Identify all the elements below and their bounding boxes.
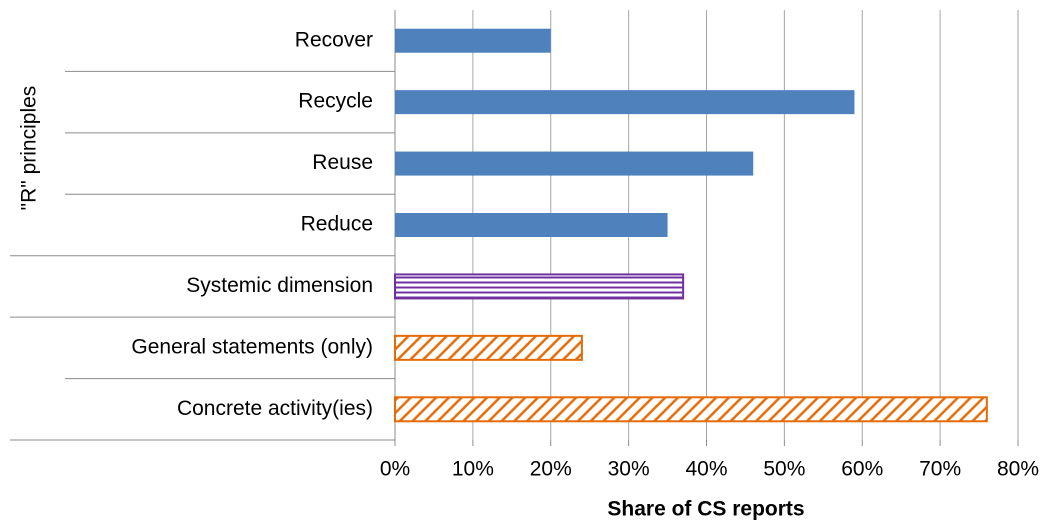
y-tick-label: Recycle — [298, 90, 373, 113]
x-axis-title: Share of CS reports — [607, 498, 804, 521]
bar — [394, 273, 685, 300]
x-tick-label: 60% — [841, 458, 883, 481]
bar — [394, 396, 988, 423]
y-tick-label: General statements (only) — [131, 335, 373, 358]
y-tick-label: Systemic dimension — [186, 274, 373, 297]
y-tick-label: Reduce — [301, 213, 373, 236]
group-label: "R" principles — [18, 86, 41, 211]
bar — [395, 213, 668, 237]
x-tick-label: 10% — [452, 458, 494, 481]
bar — [395, 151, 754, 176]
x-tick-label: 50% — [763, 458, 805, 481]
x-tick-label: 40% — [685, 458, 727, 481]
x-tick-label: 20% — [530, 458, 572, 481]
x-tick-label: 70% — [919, 458, 961, 481]
y-tick-label: Concrete activity(ies) — [177, 397, 373, 420]
x-tick-label: 80% — [997, 458, 1039, 481]
x-tick-label: 30% — [608, 458, 650, 481]
y-tick-label: Recover — [295, 28, 373, 51]
bar — [395, 28, 551, 53]
y-tick-label: Reuse — [312, 151, 373, 174]
x-tick-label: 0% — [380, 458, 410, 481]
bar — [394, 334, 583, 361]
bar — [395, 90, 855, 115]
